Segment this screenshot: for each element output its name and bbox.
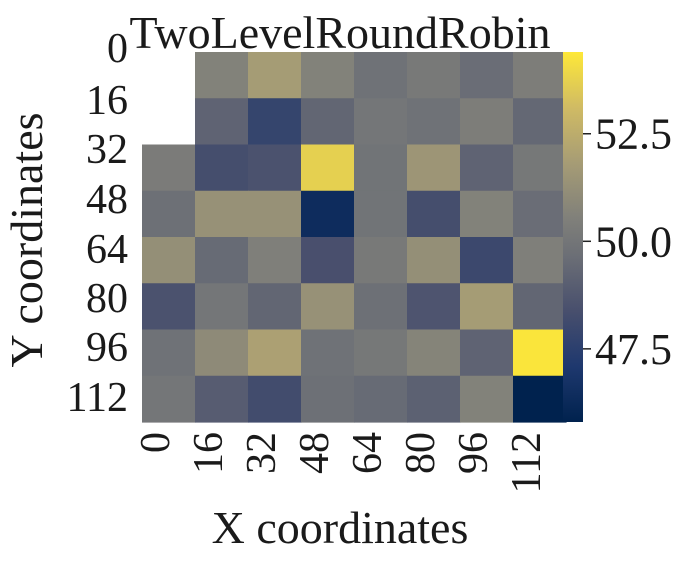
heatmap-cell-r5-c0 bbox=[142, 283, 196, 331]
heatmap-cell-r7-c1 bbox=[195, 375, 249, 423]
heatmap-cell-r4-c3 bbox=[301, 237, 355, 284]
heatmap-cell-r7-c5 bbox=[407, 375, 461, 423]
heatmap-cell-r0-c1 bbox=[195, 52, 249, 99]
x-tick-label-1: 16 bbox=[186, 432, 232, 474]
heatmap-cell-r0-c5 bbox=[407, 52, 461, 99]
y-tick-label-1: 16 bbox=[86, 78, 128, 124]
heatmap-cell-r4-c1 bbox=[195, 237, 249, 284]
x-tick-label-0: 0 bbox=[133, 432, 179, 453]
heatmap-cell-r4-c2 bbox=[248, 237, 302, 284]
heatmap-cell-r5-c3 bbox=[301, 283, 355, 331]
heatmap-cell-r0-c7 bbox=[513, 52, 567, 99]
y-axis-label: Y coordinates bbox=[1, 112, 52, 367]
x-tick-label-6: 96 bbox=[451, 432, 497, 474]
heatmap-cell-r4-c6 bbox=[460, 237, 514, 284]
heatmap-cell-r1-c2 bbox=[248, 98, 302, 146]
heatmap-cell-r3-c6 bbox=[460, 190, 514, 238]
colorbar-tick-label-1: 50.0 bbox=[595, 217, 672, 266]
chart-title: TwoLevelRoundRobin bbox=[130, 7, 551, 58]
heatmap-cell-r0-c6 bbox=[460, 52, 514, 99]
heatmap-cell-r0-c4 bbox=[354, 52, 408, 99]
x-tick-label-4: 64 bbox=[345, 432, 391, 474]
colorbar-tick-label-2: 52.5 bbox=[595, 110, 672, 159]
heatmap-cell-r6-c6 bbox=[460, 329, 514, 377]
colorbar bbox=[563, 52, 583, 422]
y-tick-label-5: 80 bbox=[86, 276, 128, 322]
x-axis-label: X coordinates bbox=[212, 502, 469, 553]
heatmap-cell-r1-c7 bbox=[513, 98, 567, 146]
heatmap-cell-r2-c2 bbox=[248, 144, 302, 192]
heatmap-cell-r7-c7 bbox=[513, 375, 567, 423]
heatmap-cell-r0-c2 bbox=[248, 52, 302, 99]
heatmap-cell-r2-c0 bbox=[142, 144, 196, 192]
heatmap-cell-r5-c2 bbox=[248, 283, 302, 331]
heatmap-cell-r3-c5 bbox=[407, 190, 461, 238]
heatmap-cell-r6-c2 bbox=[248, 329, 302, 377]
heatmap-cell-r4-c0 bbox=[142, 237, 196, 284]
heatmap-cell-r3-c0 bbox=[142, 190, 196, 238]
heatmap-cell-r3-c4 bbox=[354, 190, 408, 238]
heatmap-cell-r5-c1 bbox=[195, 283, 249, 331]
heatmap-cell-r7-c4 bbox=[354, 375, 408, 423]
y-tick-label-7: 112 bbox=[67, 375, 128, 421]
heatmap-cell-r1-c6 bbox=[460, 98, 514, 146]
heatmap-cell-r7-c0 bbox=[142, 375, 196, 423]
heatmap-cell-r7-c2 bbox=[248, 375, 302, 423]
heatmap-cell-r4-c5 bbox=[407, 237, 461, 284]
y-tick-label-0: 0 bbox=[107, 26, 128, 72]
heatmap-cell-r6-c0 bbox=[142, 329, 196, 377]
heatmap-cell-r2-c6 bbox=[460, 144, 514, 192]
heatmap-cell-r7-c3 bbox=[301, 375, 355, 423]
heatmap-cell-r1-c4 bbox=[354, 98, 408, 146]
heatmap-cell-r6-c4 bbox=[354, 329, 408, 377]
heatmap-cell-r2-c3 bbox=[301, 144, 355, 192]
x-tick-label-7: 112 bbox=[504, 432, 550, 493]
heatmap-cell-r5-c7 bbox=[513, 283, 567, 331]
heatmap-cell-r6-c7 bbox=[513, 329, 567, 377]
y-tick-label-4: 64 bbox=[86, 227, 128, 273]
heatmap-cell-r6-c1 bbox=[195, 329, 249, 377]
heatmap-cell-r3-c1 bbox=[195, 190, 249, 238]
heatmap-cells bbox=[142, 52, 567, 423]
y-tick-label-2: 32 bbox=[86, 127, 128, 173]
heatmap-cell-r6-c3 bbox=[301, 329, 355, 377]
y-tick-label-3: 48 bbox=[86, 177, 128, 223]
heatmap-cell-r7-c6 bbox=[460, 375, 514, 423]
colorbar-tick-labels: 47.5 50.0 52.5 bbox=[583, 110, 672, 374]
heatmap-cell-r5-c5 bbox=[407, 283, 461, 331]
heatmap-cell-r4-c4 bbox=[354, 237, 408, 284]
colorbar-tick-label-0: 47.5 bbox=[595, 325, 672, 374]
heatmap-cell-r1-c5 bbox=[407, 98, 461, 146]
x-tick-labels: 0 16 32 48 64 80 96 112 bbox=[133, 432, 550, 493]
heatmap-cell-r2-c1 bbox=[195, 144, 249, 192]
heatmap-cell-r2-c4 bbox=[354, 144, 408, 192]
heatmap-cell-r3-c2 bbox=[248, 190, 302, 238]
x-tick-label-2: 32 bbox=[239, 432, 285, 474]
heatmap-cell-r5-c6 bbox=[460, 283, 514, 331]
heatmap-cell-r1-c1 bbox=[195, 98, 249, 146]
heatmap-cell-r4-c7 bbox=[513, 237, 567, 284]
y-tick-label-6: 96 bbox=[86, 325, 128, 371]
heatmap-cell-r0-c3 bbox=[301, 52, 355, 99]
x-tick-label-3: 48 bbox=[292, 432, 338, 474]
heatmap-cell-r3-c3 bbox=[301, 190, 355, 238]
heatmap-cell-r2-c5 bbox=[407, 144, 461, 192]
heatmap-cell-r2-c7 bbox=[513, 144, 567, 192]
heatmap-cell-r1-c3 bbox=[301, 98, 355, 146]
heatmap-cell-r3-c7 bbox=[513, 190, 567, 238]
heatmap-cell-r5-c4 bbox=[354, 283, 408, 331]
heatmap-cell-r6-c5 bbox=[407, 329, 461, 377]
x-tick-label-5: 80 bbox=[398, 432, 444, 474]
